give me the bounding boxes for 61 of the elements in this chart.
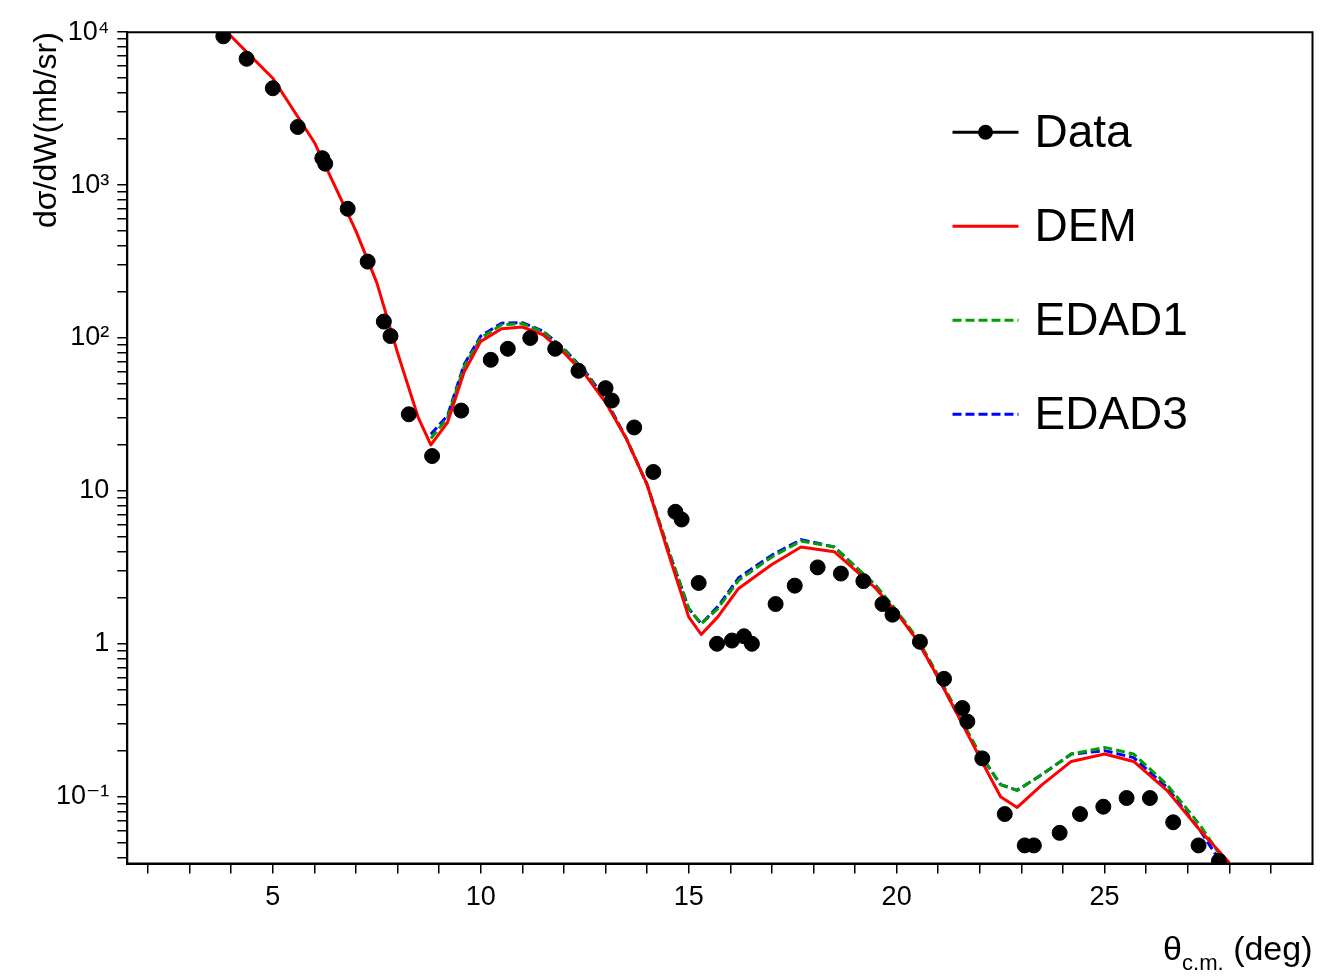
point — [626, 419, 643, 436]
point — [382, 328, 399, 345]
legend-label: EDAD3 — [1034, 386, 1188, 439]
point — [690, 574, 707, 591]
point — [1190, 837, 1207, 854]
point — [1051, 824, 1068, 841]
point — [317, 155, 334, 172]
point — [954, 700, 971, 717]
x-tick-label: 25 — [1089, 881, 1120, 912]
point — [603, 392, 620, 409]
point — [708, 635, 725, 652]
legend-label: EDAD1 — [1034, 292, 1188, 345]
point — [673, 511, 690, 528]
point — [547, 340, 564, 357]
point — [936, 670, 953, 687]
point — [453, 402, 470, 419]
point — [482, 351, 499, 368]
point — [289, 118, 306, 135]
point — [499, 340, 516, 357]
point — [855, 573, 872, 590]
x-tick-label: 5 — [265, 881, 281, 912]
point — [767, 596, 784, 613]
x-tick-label: 15 — [673, 881, 704, 912]
point — [264, 80, 281, 97]
point — [874, 596, 891, 613]
point — [996, 806, 1013, 823]
x-tick-label: 10 — [465, 881, 496, 912]
y-tick-label: 10⁻¹ — [55, 780, 110, 811]
point — [645, 463, 662, 480]
point — [597, 380, 614, 397]
point — [522, 329, 539, 346]
legend-label: Data — [1034, 104, 1133, 157]
y-tick-label: 10² — [70, 321, 110, 352]
y-tick-label: 10³ — [70, 168, 110, 199]
point — [424, 448, 441, 465]
point — [743, 635, 760, 652]
point — [400, 406, 417, 423]
y-tick-label: 10 — [79, 474, 110, 505]
point — [911, 633, 928, 650]
point — [570, 362, 587, 379]
x-tick-label: 20 — [881, 881, 912, 912]
point — [786, 577, 803, 594]
point — [359, 253, 376, 270]
point — [959, 713, 976, 730]
point — [723, 632, 740, 649]
point — [238, 50, 255, 67]
point — [1118, 790, 1135, 807]
point — [832, 565, 849, 582]
point — [1165, 814, 1182, 831]
y-tick-label: 10⁴ — [67, 15, 110, 46]
point — [375, 313, 392, 330]
point — [884, 606, 901, 623]
point — [1095, 798, 1112, 815]
legend-label: DEM — [1034, 198, 1137, 251]
y-tick-label: 1 — [94, 627, 110, 658]
point — [1141, 790, 1158, 807]
point — [1072, 806, 1089, 823]
point — [339, 200, 356, 217]
point — [974, 750, 991, 767]
y-axis-title: dσ/dW(mb/sr) — [27, 32, 63, 228]
point — [809, 559, 826, 576]
